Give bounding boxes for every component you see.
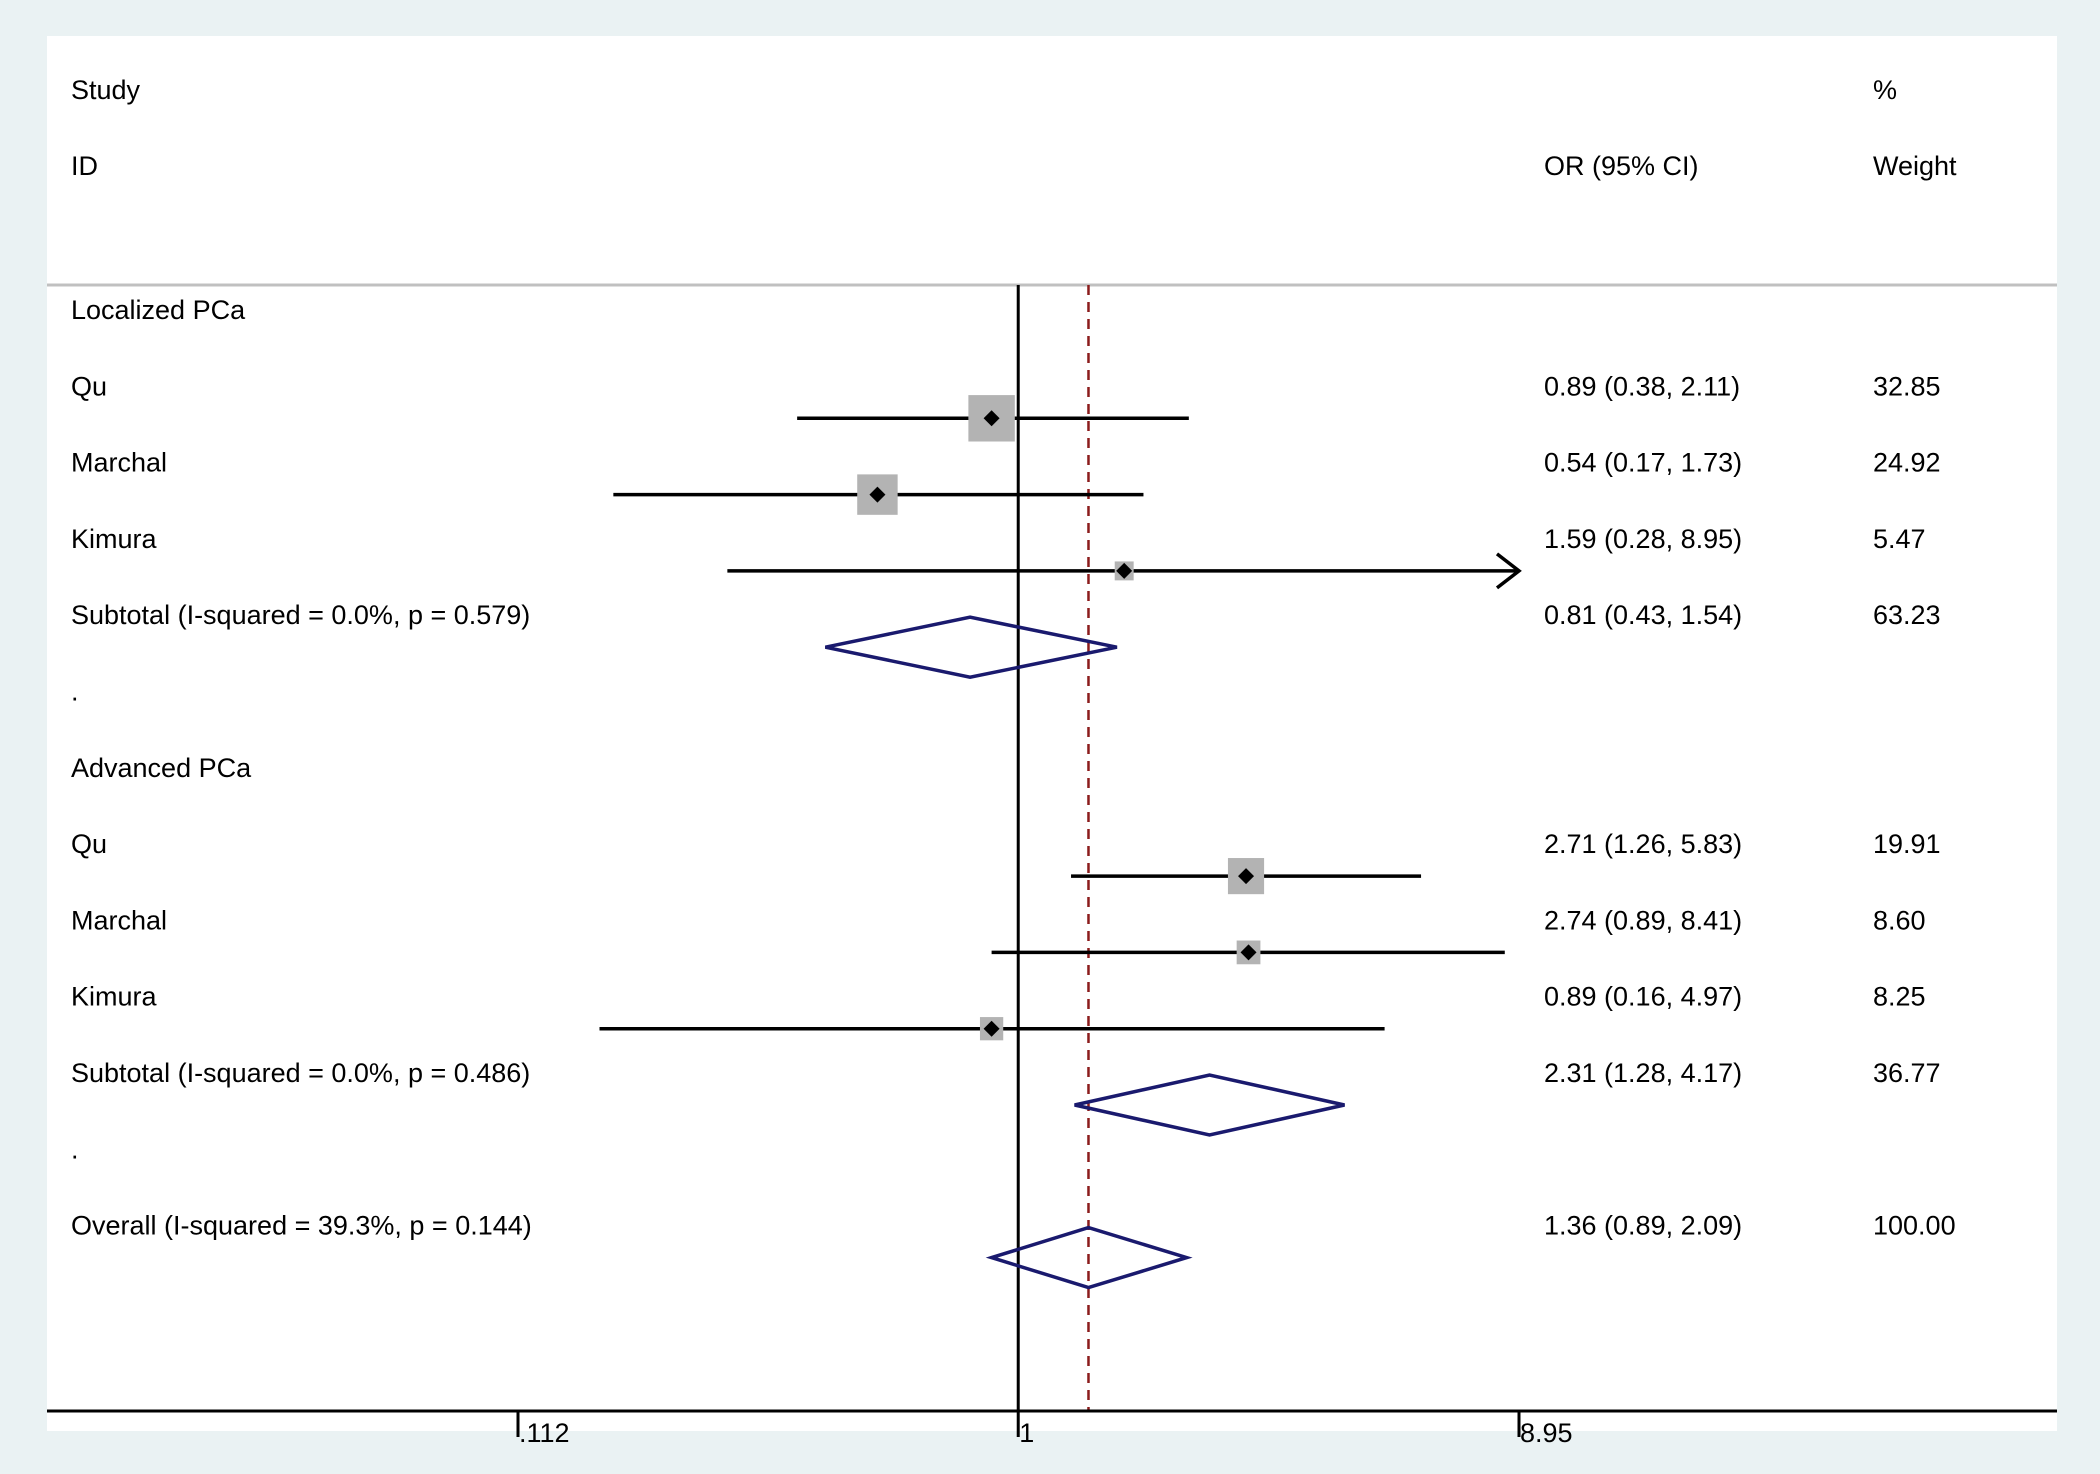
row-or-ci: 0.54 (0.17, 1.73) (1544, 448, 1742, 478)
row-or-ci: 2.31 (1.28, 4.17) (1544, 1058, 1742, 1088)
row-weight: 32.85 (1873, 371, 1941, 401)
row-weight: 24.92 (1873, 448, 1941, 478)
row-label: . (71, 677, 79, 707)
point-estimate (983, 410, 1000, 427)
row-label: . (71, 1134, 79, 1164)
row-label: Subtotal (I-squared = 0.0%, p = 0.579) (71, 600, 530, 630)
point-estimate (869, 486, 886, 503)
overall-diamond (985, 1225, 1193, 1290)
ci-arrow (1495, 552, 1522, 590)
plot-panel (47, 36, 2057, 1431)
row-or-ci: 1.59 (0.28, 8.95) (1544, 524, 1742, 554)
row-or-ci: 0.81 (0.43, 1.54) (1544, 600, 1742, 630)
row-label: Qu (71, 371, 107, 401)
header-percent: % (1873, 75, 1897, 105)
row-label: Marchal (71, 905, 167, 935)
header-id: ID (71, 151, 98, 181)
row-weight: 8.60 (1873, 905, 1926, 935)
row-weight: 100.00 (1873, 1211, 1956, 1241)
row-label: Overall (I-squared = 39.3%, p = 0.144) (71, 1211, 532, 1241)
row-or-ci: 2.74 (0.89, 8.41) (1544, 905, 1742, 935)
row-label: Kimura (71, 982, 158, 1012)
x-tick-label: 8.95 (1520, 1418, 1573, 1448)
row-or-ci: 2.71 (1.26, 5.83) (1544, 829, 1742, 859)
point-estimate (1238, 868, 1255, 885)
row-label: Subtotal (I-squared = 0.0%, p = 0.486) (71, 1058, 530, 1088)
row-label: Advanced PCa (71, 753, 252, 783)
header-or-ci: OR (95% CI) (1544, 151, 1699, 181)
row-labels: Localized PCa Qu 0.89 (0.38, 2.11) 32.85 Mar… (71, 295, 1956, 1241)
row-weight: 19.91 (1873, 829, 1941, 859)
header-weight: Weight (1873, 151, 1957, 181)
row-label: Localized PCa (71, 295, 246, 325)
row-or-ci: 0.89 (0.38, 2.11) (1544, 371, 1740, 401)
x-axis-ticks: .112 1 8.95 (516, 1411, 1573, 1448)
subtotal-diamond (825, 615, 1118, 679)
header-study: Study (71, 75, 141, 105)
row-weight: 8.25 (1873, 982, 1926, 1012)
point-estimate (1116, 562, 1133, 579)
point-estimate (983, 1020, 1000, 1037)
row-weight: 36.77 (1873, 1058, 1941, 1088)
chart-marks (599, 285, 1522, 1411)
x-tick-label: 1 (1019, 1418, 1034, 1448)
x-tick-label: .112 (519, 1418, 570, 1448)
row-or-ci: 0.89 (0.16, 4.97) (1544, 982, 1742, 1012)
row-weight: 63.23 (1873, 600, 1941, 630)
row-label: Kimura (71, 524, 158, 554)
row-or-ci: 1.36 (0.89, 2.09) (1544, 1211, 1742, 1241)
subtotal-diamond (1074, 1073, 1345, 1137)
point-estimate (1240, 944, 1257, 961)
row-weight: 5.47 (1873, 524, 1926, 554)
row-label: Qu (71, 829, 107, 859)
row-label: Marchal (71, 448, 167, 478)
